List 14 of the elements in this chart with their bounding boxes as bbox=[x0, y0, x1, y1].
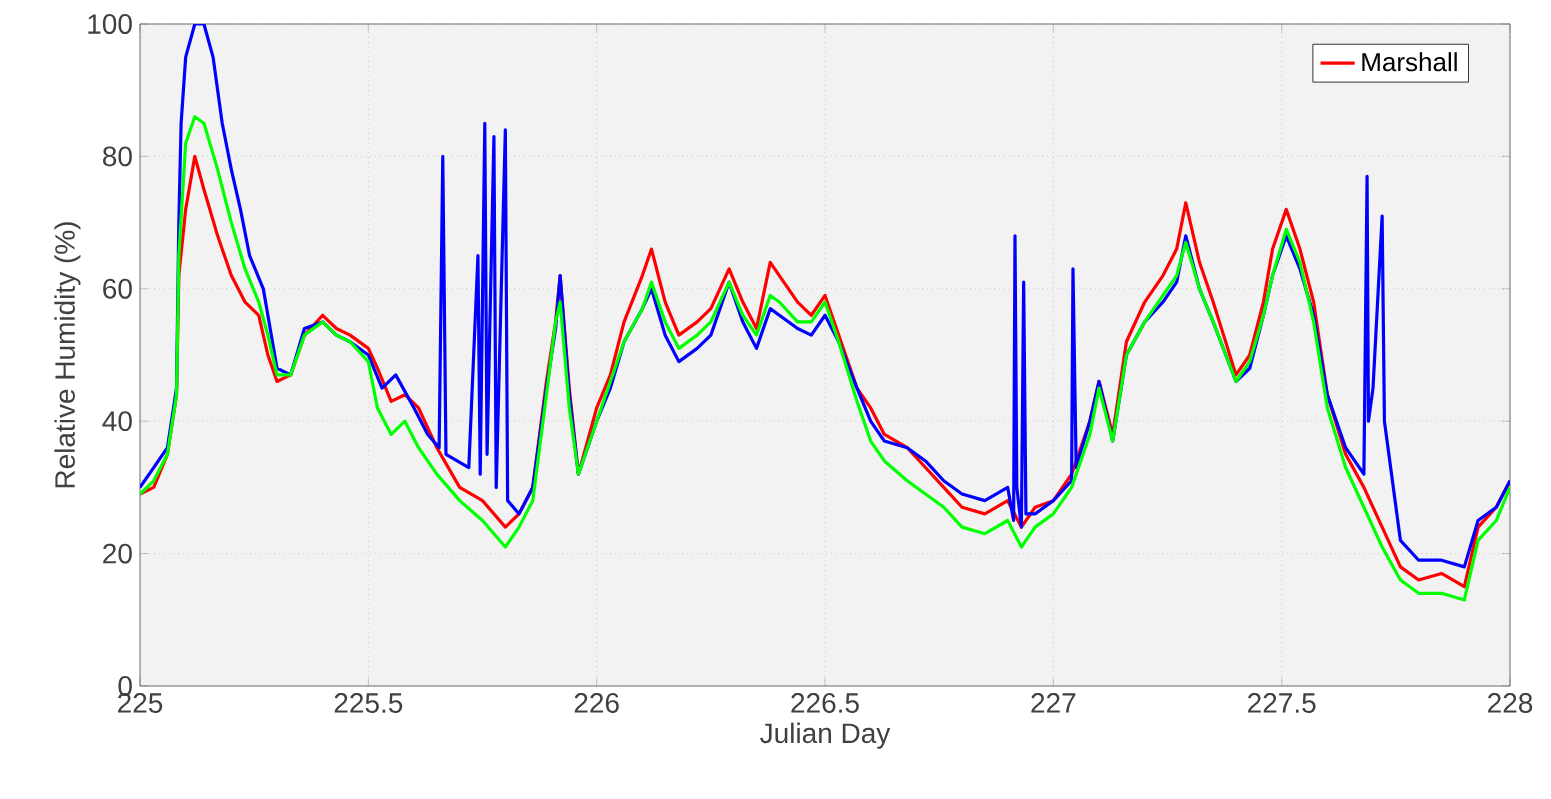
legend-label: Marshall bbox=[1362, 52, 1457, 72]
x-tick-label: 226.5 bbox=[791, 693, 859, 713]
x-tick-label: 226 bbox=[574, 693, 619, 713]
x-axis-title: Julian Day bbox=[760, 722, 891, 749]
y-tick-label: 80 bbox=[103, 146, 132, 167]
x-tick-label: 228 bbox=[1488, 693, 1533, 713]
y-tick-label: 40 bbox=[102, 411, 132, 432]
x-tick-label: 227 bbox=[1031, 693, 1076, 713]
y-tick-label: 60 bbox=[103, 278, 132, 299]
x-tick-label: 225.5 bbox=[334, 693, 403, 713]
y-axis-title: Relative Humidity (%) bbox=[54, 222, 81, 488]
x-tick-label: 227.5 bbox=[1248, 693, 1316, 713]
y-tick-label: 20 bbox=[103, 543, 132, 564]
y-tick-label: 100 bbox=[88, 14, 132, 34]
